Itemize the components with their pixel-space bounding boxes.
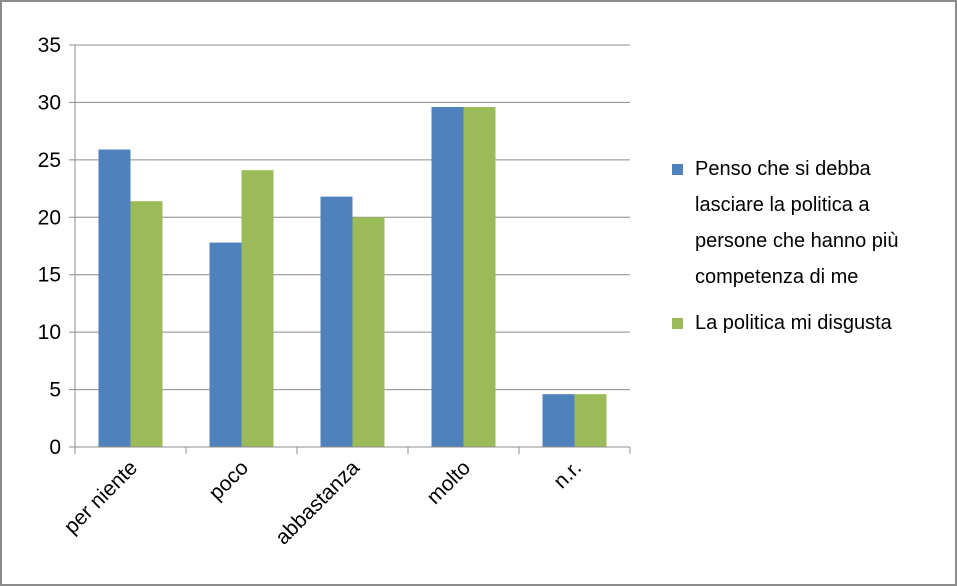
legend-label-1: lasciare la politica a: [695, 194, 870, 216]
y-tick-label: 30: [38, 91, 61, 114]
y-tick-labels: 0 5 10 15 20 25 30 35: [38, 34, 61, 459]
bars: [98, 107, 607, 448]
y-tick-label: 35: [38, 34, 61, 57]
bar-1-per-niente: [98, 149, 131, 447]
legend-swatch-2: [672, 318, 683, 329]
y-tick-label: 10: [38, 321, 61, 344]
bar-2-n-r-: [574, 394, 607, 447]
x-tick-label: per niente: [60, 456, 142, 538]
y-tick-label: 5: [49, 379, 61, 402]
y-tick-label: 0: [49, 436, 61, 459]
x-tick-label: n.r.: [549, 456, 586, 493]
legend: Penso che si debba lasciare la politica a…: [672, 158, 899, 334]
x-tick-label: poco: [205, 456, 253, 504]
y-tick-label: 20: [38, 206, 61, 229]
bar-2-molto: [463, 107, 496, 447]
legend-swatch-1: [672, 164, 683, 175]
legend-label-1: persone che hanno più: [695, 230, 899, 252]
bar-1-molto: [431, 107, 464, 447]
x-tick-label: abbastanza: [271, 456, 364, 549]
bar-1-poco: [209, 242, 242, 447]
y-tick-label: 25: [38, 149, 61, 172]
bar-2-per-niente: [130, 201, 163, 447]
y-tick-label: 15: [38, 264, 61, 287]
bar-1-abbastanza: [320, 196, 353, 447]
gridlines: [75, 44, 630, 391]
x-tick-label: molto: [422, 456, 475, 509]
legend-label-2: La politica mi disgusta: [695, 312, 893, 334]
bar-2-abbastanza: [352, 217, 385, 447]
legend-label-1: Penso che si debba: [695, 158, 872, 180]
legend-label-1: competenza di me: [695, 266, 858, 288]
x-tick-labels: per niente poco abbastanza molto n.r.: [60, 456, 586, 549]
axes: [69, 44, 631, 454]
bar-1-n-r-: [542, 394, 575, 447]
bar-2-poco: [241, 170, 274, 448]
